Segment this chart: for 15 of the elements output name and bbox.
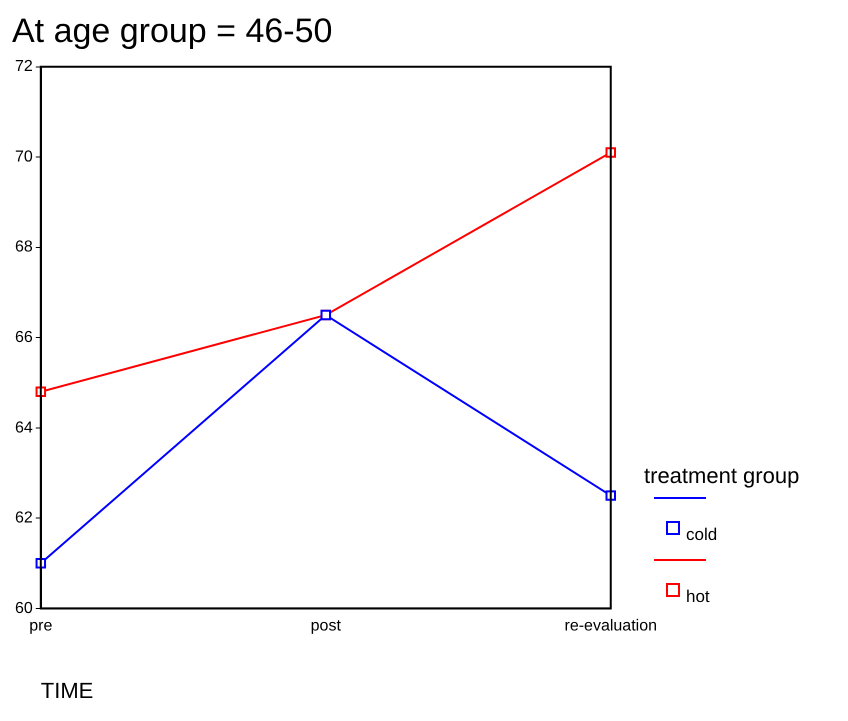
legend-label: cold bbox=[686, 525, 718, 545]
y-tick-label: 72 bbox=[15, 58, 33, 76]
x-axis-title: TIME bbox=[40, 678, 94, 703]
x-tick-label: re-evaluation bbox=[564, 617, 657, 634]
legend-title: treatment group bbox=[644, 463, 800, 489]
y-tick-label: 70 bbox=[15, 148, 33, 166]
y-tick-label: 60 bbox=[15, 600, 33, 617]
y-tick-label: 62 bbox=[15, 510, 33, 527]
chart-title: At age group = 46-50 bbox=[12, 12, 332, 50]
x-tick-label: post bbox=[310, 617, 342, 634]
y-tick-label: 66 bbox=[15, 329, 33, 346]
y-tick-label: 68 bbox=[15, 238, 33, 256]
legend-label: hot bbox=[686, 587, 710, 607]
y-tick-label: 64 bbox=[15, 419, 33, 436]
x-tick-label: pre bbox=[29, 617, 52, 634]
